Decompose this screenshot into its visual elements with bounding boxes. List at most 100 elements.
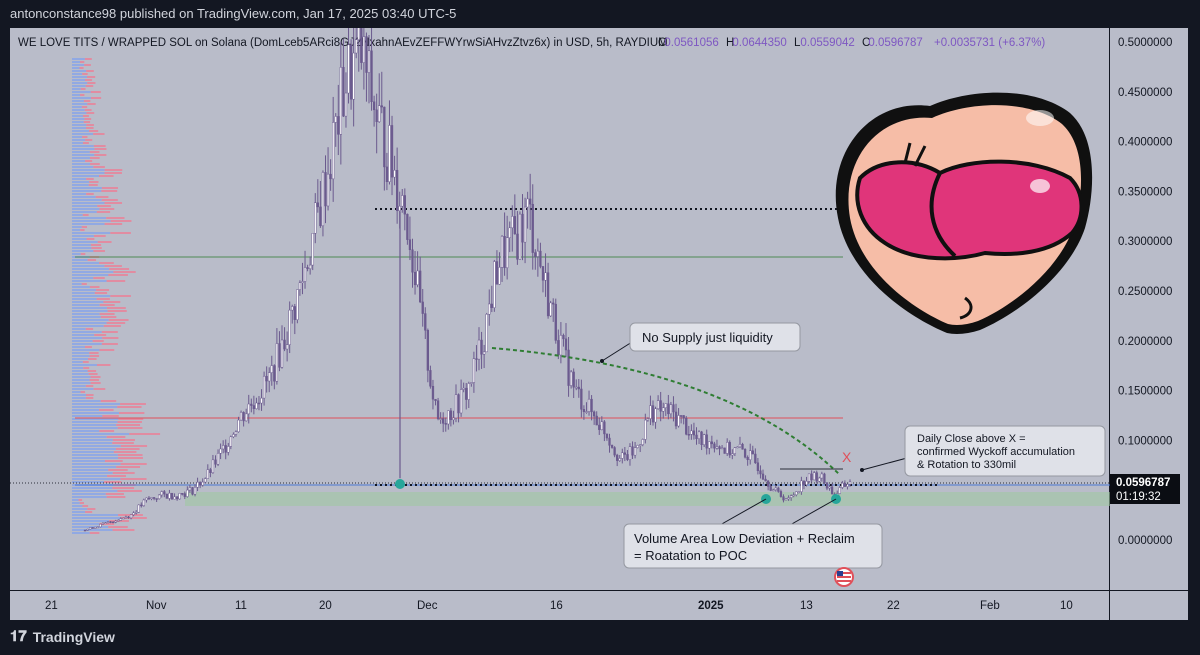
candle-body [843,482,847,487]
candle-body [710,441,713,445]
candle-body [743,448,747,458]
candle-body [552,302,555,305]
volume-profile-bar [102,415,119,417]
candle-body [193,487,197,495]
candle-body [229,436,232,447]
volume-profile-bar [117,406,142,408]
candle-body [357,23,360,40]
candle-body [291,306,294,311]
candle-body [713,443,716,449]
volume-profile-bar [80,253,86,255]
volume-profile-bar [72,340,93,342]
price-chart[interactable]: WE LOVE TITS / WRAPPED SOL on Solana (Do… [10,0,1188,620]
volume-profile-bar [72,241,98,243]
candle-body [426,330,429,371]
volume-profile-bar [112,472,135,474]
candle-body [390,125,394,178]
volume-profile-bar [72,157,90,159]
candle-body [506,237,509,269]
candle-body [667,403,670,415]
candle-body [536,250,540,257]
volume-profile-bar [72,322,107,324]
candle-body [669,404,673,415]
volume-profile-bar [72,529,113,531]
volume-profile-bar [101,343,118,345]
volume-profile-bar [72,82,88,84]
volume-profile-bar [104,223,123,225]
candle-body [332,122,335,180]
volume-profile-bar [72,424,117,426]
candle-body [145,497,148,501]
candle-body [342,67,345,117]
candle-body [337,116,340,135]
volume-profile-bar [72,520,110,522]
candle-body [685,417,688,435]
candle-body [395,169,399,212]
us-flag-icon[interactable] [834,567,854,587]
volume-profile-bar [72,208,100,210]
volume-profile-bar [72,445,121,447]
volume-profile-bar [72,193,87,195]
legend-ohlc-part: O [658,37,667,49]
volume-profile-bar [82,115,89,117]
candle-body [408,239,412,251]
volume-profile-bar [93,133,105,135]
volume-profile-bar [72,259,88,261]
volume-profile-bar [72,511,86,513]
candle-body [649,405,652,419]
volume-profile-bar [95,196,109,198]
volume-profile-bar [109,268,130,270]
volume-profile-bar [72,331,102,333]
candle-body [508,227,511,238]
volume-profile-bar [72,463,121,465]
candle-body [309,264,312,269]
val-callout-box[interactable] [623,523,883,569]
candle-body [846,484,849,487]
peach-heart-emoji [835,92,1093,334]
volume-profile-bar [89,286,100,288]
candle-body [500,235,504,268]
candle-body [424,313,427,331]
volume-profile-bar [72,361,83,363]
volume-profile-bar [72,415,103,417]
candle-body [444,423,447,425]
candle-body [459,389,463,414]
candle-body [741,443,744,450]
volume-profile-bar [72,370,88,372]
chart-panel[interactable]: WE LOVE TITS / WRAPPED SOL on Solana (Do… [10,0,1188,620]
candle-body [746,456,749,460]
candle-body [257,402,261,405]
candle-body [419,270,422,303]
legend-ohlc-part: 0.0561056 [664,37,718,49]
volume-profile-bar [72,103,88,105]
candle-body [247,403,250,415]
volume-profile-bar [112,439,135,441]
candle-body [367,50,371,73]
candle-body [820,473,824,479]
volume-profile-bar [89,157,100,159]
volume-profile-bar [101,331,118,333]
volume-profile-bar [72,262,100,264]
daily-close-callout-box[interactable] [904,425,1106,477]
candle-body [490,303,493,308]
candle-body [623,452,626,455]
price-tick-label: 0.2000000 [1118,336,1172,348]
candle-body [472,358,476,383]
candle-body [531,203,534,253]
tradingview-logo[interactable]: 𝟏𝟕 TradingView [10,628,115,645]
volume-profile-bar [97,241,112,243]
volume-profile-bar [72,244,91,246]
candle-body [165,493,169,499]
volume-profile-bar [99,523,115,525]
volume-profile-bar [85,160,93,162]
volume-profile-bar [72,160,86,162]
no-supply-callout-box[interactable] [629,322,801,352]
volume-profile-bar [72,478,121,480]
daily-close-line-2: confirmed Wyckoff accumulation [917,446,1075,458]
candle-body [715,446,719,449]
price-tick-label: 0.4000000 [1118,137,1172,149]
volume-profile-bar [72,184,89,186]
candle-body [117,520,120,522]
price-axis-panel[interactable] [1110,28,1188,620]
volume-profile-bar [99,313,115,315]
